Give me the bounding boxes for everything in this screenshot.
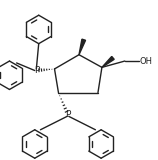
Text: P: P — [65, 110, 71, 119]
Polygon shape — [79, 39, 85, 55]
Text: OH: OH — [140, 56, 153, 66]
Polygon shape — [102, 56, 114, 67]
Text: P: P — [34, 66, 39, 75]
